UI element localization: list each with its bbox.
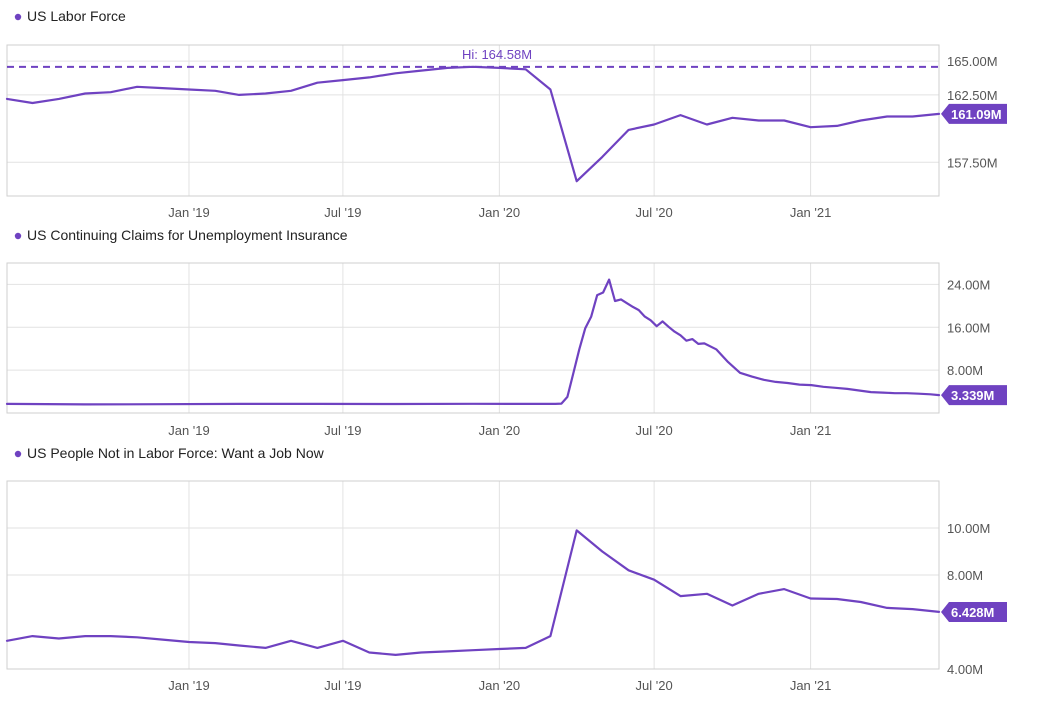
y-tick-label: 4.00M	[947, 662, 983, 677]
x-tick-label: Jan '21	[790, 205, 832, 220]
x-tick-label: Jan '21	[790, 423, 832, 438]
y-tick-label: 8.00M	[947, 568, 983, 583]
x-tick-label: Jul '20	[636, 423, 673, 438]
y-tick-label: 10.00M	[947, 521, 990, 536]
x-tick-label: Jul '19	[324, 205, 361, 220]
x-tick-label: Jan '20	[479, 678, 521, 693]
legend-dot	[14, 13, 22, 21]
plot-frame	[6, 44, 940, 197]
series-line	[5, 278, 941, 406]
y-tick-label: 24.00M	[947, 277, 990, 292]
x-tick-label: Jan '20	[479, 205, 521, 220]
hi-label: Hi: 164.58M	[462, 47, 532, 62]
x-tick-label: Jan '19	[168, 205, 210, 220]
legend-dot	[14, 232, 22, 240]
plot-frame	[6, 262, 940, 414]
legend-title: US Labor Force	[27, 8, 126, 24]
last-value-tag	[941, 601, 1007, 622]
x-tick-label: Jul '20	[636, 678, 673, 693]
last-value-tag	[941, 103, 1007, 124]
y-tick-label: 157.50M	[947, 155, 998, 170]
series-line	[5, 65, 941, 183]
x-tick-label: Jan '19	[168, 423, 210, 438]
y-tick-label: 16.00M	[947, 320, 990, 335]
y-tick-label: 162.50M	[947, 88, 998, 103]
x-tick-label: Jan '21	[790, 678, 832, 693]
legend-title: US Continuing Claims for Unemployment In…	[27, 227, 348, 243]
x-tick-label: Jan '20	[479, 423, 521, 438]
last-value-label: 3.339M	[951, 388, 994, 403]
last-value-label: 161.09M	[951, 107, 1002, 122]
x-tick-label: Jul '19	[324, 678, 361, 693]
plot-frame	[6, 480, 940, 670]
legend-title: US People Not in Labor Force: Want a Job…	[27, 445, 325, 461]
last-value-label: 6.428M	[951, 605, 994, 620]
legend-dot	[14, 450, 22, 458]
x-tick-label: Jan '19	[168, 678, 210, 693]
series-line	[5, 529, 941, 657]
y-tick-label: 8.00M	[947, 363, 983, 378]
x-tick-label: Jul '19	[324, 423, 361, 438]
y-tick-label: 165.00M	[947, 54, 998, 69]
x-tick-label: Jul '20	[636, 205, 673, 220]
last-value-tag	[941, 385, 1007, 406]
